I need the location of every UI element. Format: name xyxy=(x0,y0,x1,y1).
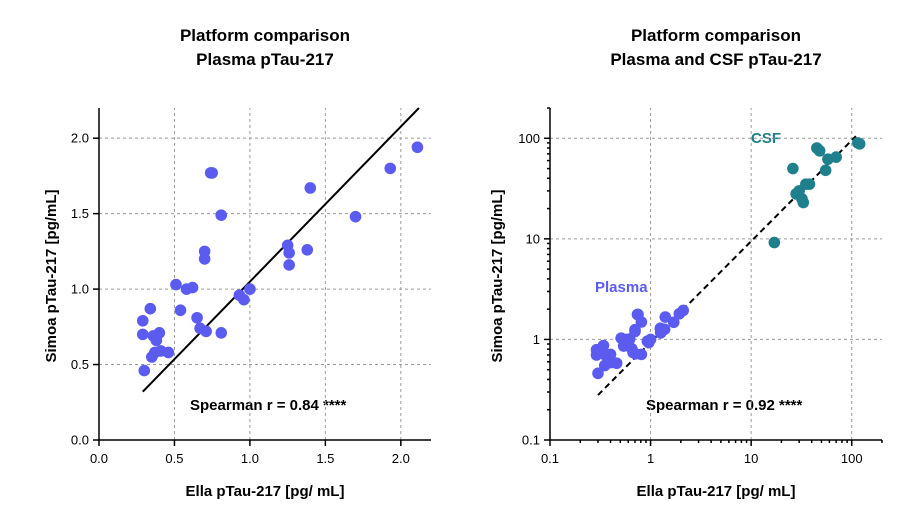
left-y-axis-label: Simoa pTau-217 [pg/mL] xyxy=(43,189,60,362)
right-csf-point xyxy=(819,164,832,177)
left-fit-line xyxy=(142,107,420,393)
plasma-series-label: Plasma xyxy=(595,279,648,296)
left-plasma-point xyxy=(301,244,314,256)
right-plasma-point xyxy=(610,357,623,370)
right-plasma-point xyxy=(629,325,641,338)
left-plasma-point xyxy=(200,325,212,338)
left-y-tick-label: 1.0 xyxy=(71,282,89,297)
left-title-line2: Plasma pTau-217 xyxy=(196,50,334,69)
right-plasma-point xyxy=(597,339,610,352)
left-spearman-annotation: Spearman r = 0.84 **** xyxy=(190,397,347,414)
left-x-axis-label: Ella pTau-217 [pg/ mL] xyxy=(186,483,345,500)
right-plasma-point xyxy=(658,323,671,336)
right-x-tick-label: 10 xyxy=(744,451,758,466)
left-plasma-point xyxy=(162,346,175,359)
left-plasma-point xyxy=(244,283,256,295)
left-y-tick-label: 0.5 xyxy=(71,357,89,372)
left-plasma-point xyxy=(238,293,250,306)
left-scatter-plot: 0.0 0.5 1.0 1.5 2.0 0.0 0.5 1.0 1.5 2.0 xyxy=(71,107,431,466)
right-plasma-point xyxy=(590,349,603,361)
right-plasma-point xyxy=(635,316,648,328)
right-csf-point xyxy=(768,236,781,249)
left-plasma-point xyxy=(304,182,317,194)
left-plasma-point xyxy=(170,278,182,291)
right-csf-point xyxy=(830,151,842,163)
right-plasma-point xyxy=(677,304,689,317)
right-spearman-annotation: Spearman r = 0.92 **** xyxy=(646,397,803,414)
right-x-tick-label: 0.1 xyxy=(541,451,559,466)
right-y-axis-label: Simoa pTau-217 [pg/mL] xyxy=(489,189,506,362)
right-x-tick-label: 1 xyxy=(647,451,654,466)
left-y-tick-label: 2.0 xyxy=(71,131,89,146)
left-x-tick-label: 0.5 xyxy=(165,451,183,466)
left-plasma-point xyxy=(384,162,397,175)
left-plasma-point xyxy=(283,247,295,259)
right-title-line1: Platform comparison xyxy=(631,26,801,45)
right-plasma-point xyxy=(592,367,604,380)
right-plasma-point xyxy=(667,316,680,329)
right-plasma-point xyxy=(644,333,657,346)
left-title-line1: Platform comparison xyxy=(180,26,350,45)
right-csf-point xyxy=(803,178,816,190)
left-y-tick-label: 0.0 xyxy=(71,433,89,448)
left-plasma-point xyxy=(144,302,157,315)
right-x-axis-label: Ella pTau-217 [pg/ mL] xyxy=(637,483,796,500)
right-csf-point xyxy=(813,145,826,157)
right-y-tick-label: 100 xyxy=(518,131,540,146)
right-csf-point xyxy=(853,138,866,150)
left-plasma-point xyxy=(136,314,149,327)
left-x-tick-label: 1.0 xyxy=(241,451,259,466)
right-csf-point xyxy=(797,196,810,209)
left-plasma-point xyxy=(186,281,199,294)
left-plasma-point xyxy=(215,327,228,339)
left-x-tick-label: 2.0 xyxy=(392,451,410,466)
right-y-tick-label: 10 xyxy=(526,231,540,246)
left-plasma-point xyxy=(174,304,187,317)
left-x-tick-label: 1.5 xyxy=(316,451,334,466)
left-plasma-point xyxy=(198,253,211,265)
left-plasma-point xyxy=(191,311,203,324)
right-csf-point xyxy=(787,162,799,175)
right-title-line2: Plasma and CSF pTau-217 xyxy=(610,50,821,69)
right-y-tick-label: 1 xyxy=(533,332,540,347)
right-plasma-point xyxy=(659,311,672,323)
left-plasma-point xyxy=(283,259,295,271)
left-plasma-point xyxy=(349,210,362,223)
left-plasma-point xyxy=(215,209,228,221)
right-plasma-point xyxy=(635,348,648,361)
left-plasma-point xyxy=(153,327,166,339)
left-plasma-point xyxy=(411,141,424,154)
left-y-tick-label: 1.5 xyxy=(71,206,89,221)
left-plasma-point xyxy=(136,328,149,341)
right-scatter-plot: 0.1 1 10 100 0.1 1 10 100 xyxy=(518,107,883,466)
right-x-tick-label: 100 xyxy=(841,451,863,466)
left-plasma-point xyxy=(206,167,218,179)
left-plasma-point xyxy=(138,364,151,377)
right-y-tick-label: 0.1 xyxy=(522,433,540,448)
left-x-tick-label: 0.0 xyxy=(90,451,108,466)
